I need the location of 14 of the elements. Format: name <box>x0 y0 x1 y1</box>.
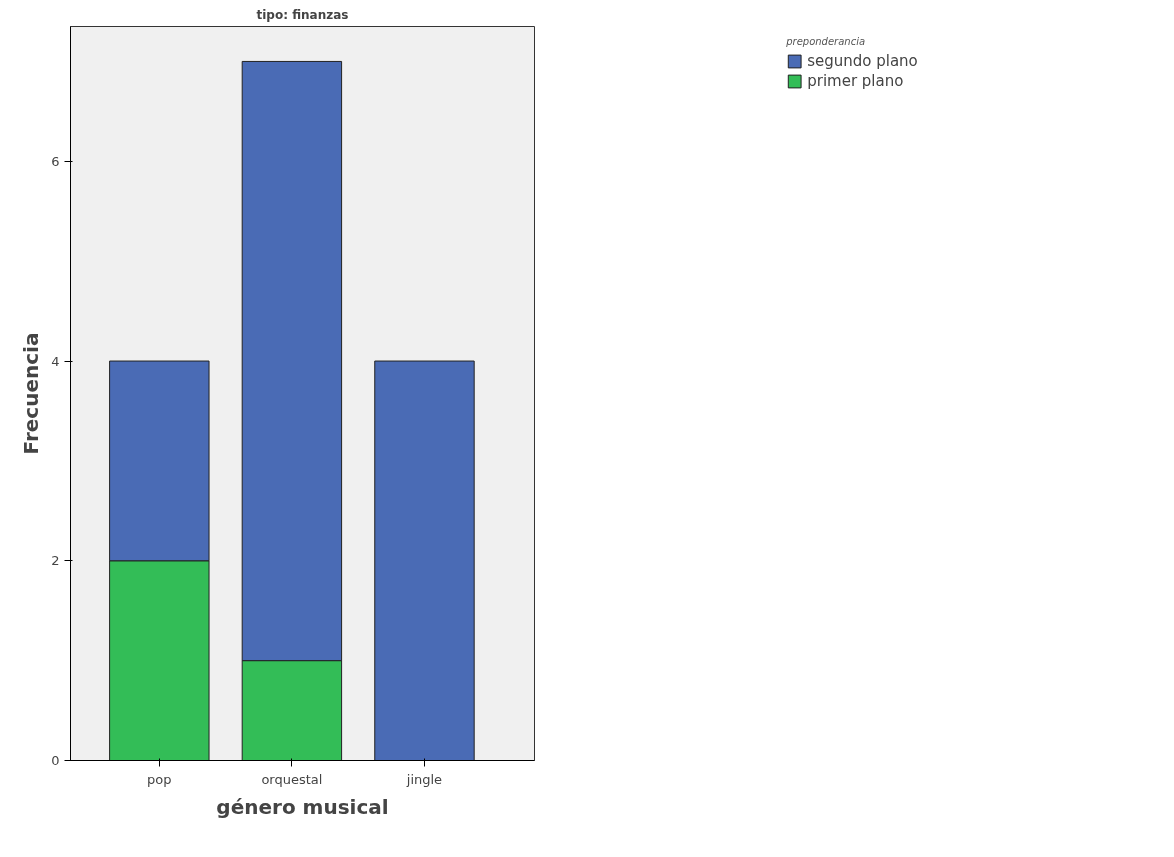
legend-label: primer plano <box>807 72 904 90</box>
y-tick-label: 0 <box>51 753 60 768</box>
y-tick-label: 4 <box>51 353 60 369</box>
legend-title: preponderancia <box>786 36 867 47</box>
legend-label: segundo plano <box>807 52 918 70</box>
chart-title: tipo: finanzas <box>256 7 349 22</box>
bar <box>374 360 475 761</box>
x-tick-label: orquestal <box>261 771 323 787</box>
y-axis-title: Frecuencia <box>19 332 44 455</box>
y-tick-label: 2 <box>51 553 60 569</box>
x-axis-title: género musical <box>216 794 389 819</box>
x-tick-label: pop <box>147 771 172 787</box>
y-tick-label: 6 <box>51 153 60 169</box>
x-tick-label: jingle <box>405 771 443 787</box>
